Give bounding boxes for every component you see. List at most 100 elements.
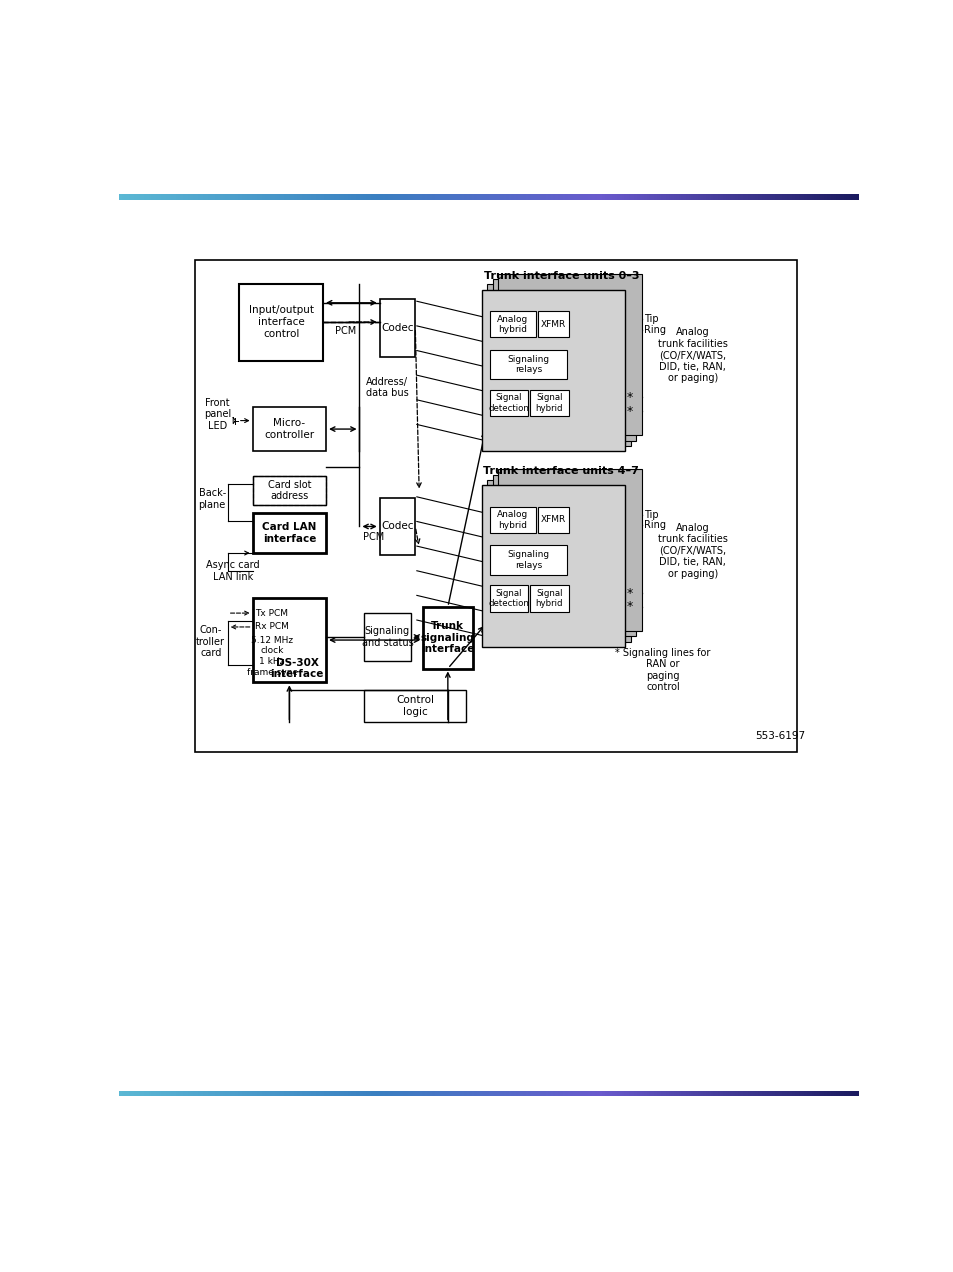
Bar [253,598,326,682]
Bar [634,1090,637,1096]
Bar [471,1090,475,1096]
Bar [646,195,649,200]
Bar [764,1090,767,1096]
Bar [831,1090,834,1096]
Bar [713,195,716,200]
Bar [348,1090,352,1096]
Bar [282,195,285,200]
Bar [419,1090,423,1096]
Bar [656,1090,659,1096]
Bar [838,195,841,200]
Text: Input/output
interface
control: Input/output interface control [249,305,314,338]
Text: Con-
troller
card: Con- troller card [196,625,225,658]
Bar [181,195,184,200]
Bar [152,195,154,200]
Bar [506,1090,509,1096]
Bar [614,1090,618,1096]
Text: Signaling
relays: Signaling relays [507,355,549,374]
Bar [525,1090,529,1096]
Bar [449,1090,453,1096]
Bar [825,1090,829,1096]
Bar [133,195,137,200]
Bar [299,1090,302,1096]
Text: Codec: Codec [381,323,414,333]
Bar [656,195,659,200]
Bar [294,195,297,200]
Bar [779,1090,782,1096]
Bar [491,1090,494,1096]
Bar [363,1090,366,1096]
Bar [405,195,408,200]
Bar [659,195,661,200]
Bar [604,1090,607,1096]
Bar [536,1090,538,1096]
Bar [353,1090,356,1096]
Bar [735,195,738,200]
Bar [559,195,563,200]
Bar [842,195,846,200]
Bar [612,1090,615,1096]
Bar [641,195,644,200]
Bar [388,1090,391,1096]
Text: Trunk
signaling
interface: Trunk signaling interface [420,621,475,654]
Bar [577,195,580,200]
Bar [794,195,797,200]
Bar [429,195,433,200]
Bar [794,1090,797,1096]
Bar [626,195,630,200]
Bar [375,195,378,200]
Bar [537,1090,541,1096]
Bar [727,1090,730,1096]
Bar [489,312,536,337]
Bar [373,195,375,200]
Bar [122,195,125,200]
Bar [757,1090,760,1096]
Bar [441,1090,445,1096]
Bar [720,1090,723,1096]
Bar [208,1090,211,1096]
Bar [595,195,598,200]
Bar [377,1090,381,1096]
Bar [385,1090,388,1096]
Bar [129,195,132,200]
Bar [171,195,174,200]
Text: Codec: Codec [381,522,414,532]
Bar [511,195,514,200]
Bar [766,195,770,200]
Bar [439,1090,442,1096]
Bar [250,1090,253,1096]
Text: Trunk interface units 0–3: Trunk interface units 0–3 [483,271,639,281]
Bar [351,1090,354,1096]
Text: Address/
data bus: Address/ data bus [365,377,408,398]
Bar [200,195,204,200]
Text: Micro-
controller: Micro- controller [264,418,314,440]
Bar [654,195,657,200]
Bar [853,1090,856,1096]
Bar [417,195,420,200]
Bar [368,195,371,200]
Bar [511,1090,514,1096]
Bar [419,195,423,200]
Bar [808,195,812,200]
Bar [380,1090,383,1096]
Bar [461,195,464,200]
Bar [191,1090,193,1096]
Bar [466,1090,470,1096]
Bar [240,195,243,200]
Bar [542,195,546,200]
Bar [811,195,814,200]
Bar [589,195,593,200]
Bar [230,1090,233,1096]
Bar [592,1090,595,1096]
Bar [744,195,748,200]
Bar [497,469,641,631]
Bar [452,1090,455,1096]
Bar [803,1090,807,1096]
Bar [663,1090,666,1096]
Bar [799,195,801,200]
Bar [373,1090,375,1096]
Bar [565,195,568,200]
Bar [506,195,509,200]
Bar [253,513,326,553]
Bar [284,1090,287,1096]
